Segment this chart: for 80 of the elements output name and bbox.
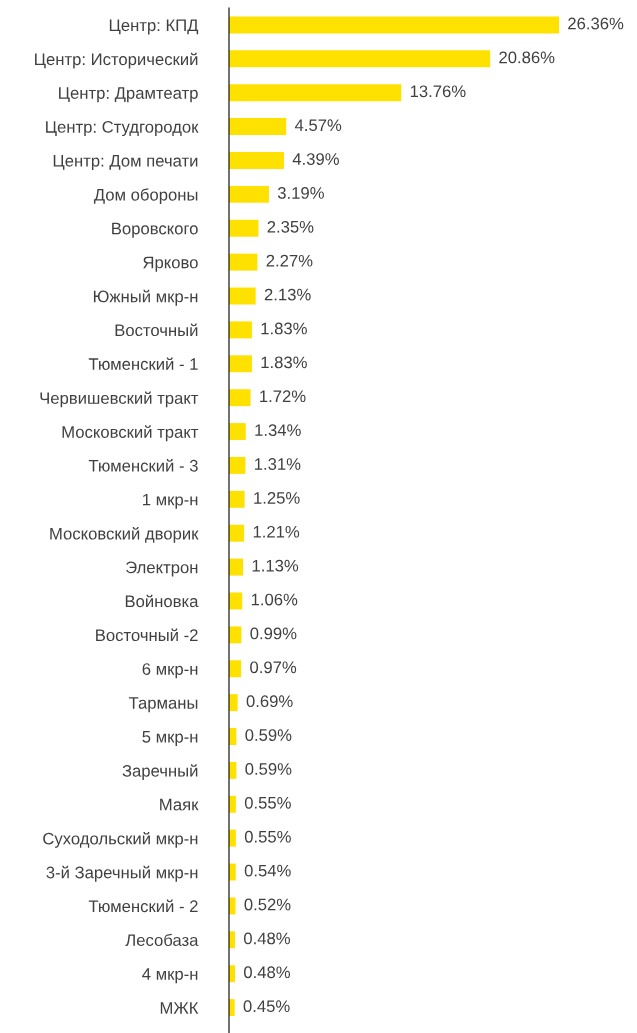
y-tick-label: Червишевский тракт	[40, 391, 199, 408]
bar	[229, 84, 402, 102]
data-label: 0.59%	[245, 763, 292, 775]
y-tick-label: Войновка	[125, 594, 199, 608]
y-tick-label: 3-й Заречный мкр-н	[46, 865, 198, 882]
data-label: 1.34%	[255, 424, 301, 437]
data-label: 13.76%	[410, 85, 466, 98]
data-label: 2.13%	[264, 288, 311, 301]
data-label: 0.97%	[250, 661, 297, 674]
data-label: 0.48%	[243, 966, 291, 979]
y-tick-label: Центр: Студгородок	[46, 121, 199, 137]
bar	[229, 118, 287, 136]
data-label: 1.25%	[254, 491, 300, 504]
y-tick-label: Центр: Драмтеатр	[59, 87, 198, 103]
data-label: 4.57%	[294, 119, 342, 132]
y-tick-label: Заречный	[122, 764, 198, 781]
y-tick-label: Маяк	[160, 798, 199, 811]
y-tick-label: Электрон	[126, 561, 198, 577]
bar	[229, 524, 245, 542]
bar	[229, 50, 491, 68]
data-label: 0.99%	[250, 627, 297, 640]
bar	[229, 355, 252, 373]
bar	[229, 287, 256, 305]
data-label: 0.55%	[244, 830, 291, 843]
data-label: 2.27%	[266, 254, 313, 267]
y-tick-label: Центр: КПД	[109, 19, 199, 35]
data-label: 1.21%	[253, 525, 300, 538]
bar	[229, 152, 284, 169]
bar	[229, 423, 246, 441]
y-tick-label: Лесобаза	[125, 933, 199, 947]
data-label: 0.55%	[244, 796, 291, 809]
y-tick-label: МЖК	[160, 1002, 199, 1014]
data-label: 4.39%	[292, 153, 339, 165]
data-label: 26.36%	[568, 17, 624, 30]
data-label: 0.48%	[243, 932, 291, 945]
bar	[229, 185, 269, 203]
data-label: 2.35%	[267, 220, 314, 233]
bar	[229, 16, 559, 34]
data-label: 0.45%	[243, 1000, 290, 1013]
data-label: 0.59%	[245, 729, 292, 741]
y-tick-label: Суходольский мкр-н	[43, 831, 198, 848]
data-label: 1.13%	[252, 559, 299, 572]
y-tick-label: Тюменский - 1	[88, 357, 198, 370]
bar	[229, 660, 242, 678]
data-label: 0.52%	[244, 898, 291, 911]
bar	[229, 253, 258, 271]
y-tick-label: Дом обороны	[93, 188, 198, 204]
data-label: 1.06%	[251, 593, 298, 606]
data-label: 3.19%	[277, 187, 324, 199]
bar	[229, 558, 244, 576]
y-tick-label: Воровского	[112, 222, 198, 238]
data-label: 1.31%	[255, 458, 301, 470]
y-tick-label: Московский дворик	[50, 527, 199, 543]
y-tick-label: 4 мкр-н	[142, 968, 198, 984]
y-tick-label: Центр: Исторический	[35, 52, 198, 69]
y-tick-label: 5 мкр-н	[142, 731, 198, 747]
data-label: 0.69%	[246, 695, 293, 708]
y-tick-label: Тюменский - 3	[88, 459, 198, 472]
data-label: 0.54%	[244, 864, 291, 877]
y-tick-label: Восточный -2	[96, 628, 198, 642]
y-tick-label: Московский тракт	[62, 425, 199, 442]
data-label: 20.86%	[499, 51, 555, 64]
data-label: 1.72%	[260, 390, 306, 403]
bar	[229, 321, 252, 339]
y-tick-label: Тюменский - 2	[88, 899, 198, 913]
y-tick-label: Южный мкр-н	[93, 289, 198, 306]
y-tick-label: Центр: Дом печати	[53, 155, 198, 170]
y-tick-label: Ярково	[143, 256, 198, 272]
data-label: 1.83%	[261, 322, 307, 335]
bar	[229, 897, 236, 915]
bar	[229, 219, 259, 237]
data-label: 1.83%	[261, 356, 307, 369]
bar	[229, 389, 251, 407]
bar	[229, 694, 238, 712]
bar	[229, 456, 246, 474]
bar	[229, 490, 245, 508]
y-tick-label: Тарманы	[128, 697, 198, 713]
y-tick-label: Восточный	[115, 323, 198, 337]
y-tick-label: 1 мкр-н	[143, 493, 198, 509]
y-tick-label: 6 мкр-н	[142, 663, 198, 679]
